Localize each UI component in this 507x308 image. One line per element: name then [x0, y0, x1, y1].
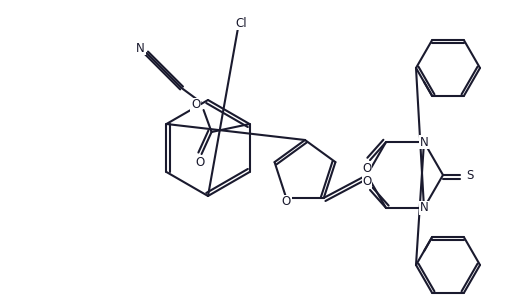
Text: O: O [281, 195, 291, 209]
Text: O: O [195, 156, 204, 168]
Text: N: N [420, 136, 428, 148]
Text: S: S [466, 168, 474, 181]
Text: O: O [191, 99, 200, 111]
Text: O: O [363, 176, 372, 188]
Text: N: N [136, 42, 145, 55]
Text: Cl: Cl [235, 17, 247, 30]
Text: N: N [420, 201, 428, 214]
Text: O: O [363, 162, 372, 175]
